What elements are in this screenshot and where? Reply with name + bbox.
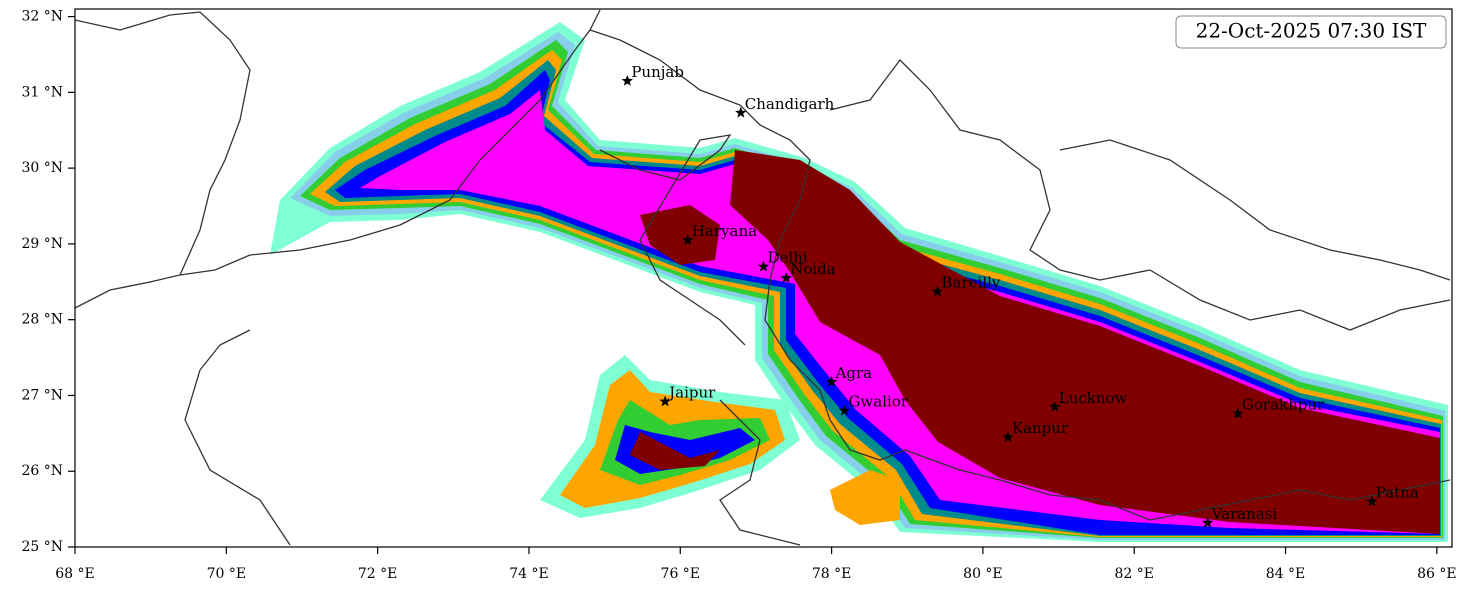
border: [904, 449, 1451, 521]
border: [599, 134, 746, 346]
rain-layer: [830, 470, 900, 525]
y-tick-label: 27 °N: [21, 387, 63, 403]
precipitation-field: [270, 22, 1448, 542]
border: [719, 399, 801, 546]
city-marker: [780, 272, 792, 283]
map-title: 22-Oct-2025 07:30 IST: [1196, 19, 1427, 43]
border: [179, 9, 601, 276]
y-tick-label: 26 °N: [21, 463, 63, 479]
rain-layer: [730, 150, 1440, 534]
y-tick-label: 28 °N: [21, 312, 63, 328]
city-marker: [757, 260, 770, 272]
city-marker: [621, 75, 633, 86]
city-label: Delhi: [768, 249, 808, 267]
city-marker: [735, 106, 747, 118]
y-tick-label: 32 °N: [21, 9, 63, 25]
border: [829, 59, 1451, 331]
city-label: Lucknow: [1059, 389, 1128, 407]
border: [1059, 139, 1451, 281]
city-label: Gwalior: [848, 393, 908, 411]
city-label: Punjab: [631, 63, 684, 81]
city-marker: [1366, 495, 1378, 507]
y-tick-label: 31 °N: [21, 84, 63, 100]
border: [75, 11, 251, 309]
x-tick-label: 68 °E: [55, 566, 94, 582]
x-tick-label: 86 °E: [1417, 566, 1456, 582]
x-tick-label: 82 °E: [1114, 566, 1153, 582]
city-label: Haryana: [692, 222, 757, 240]
city-label: Kanpur: [1012, 419, 1069, 437]
borders: [75, 9, 1451, 546]
city-marker: [1049, 400, 1061, 412]
x-tick-label: 78 °E: [812, 566, 851, 582]
y-tick-label: 25 °N: [21, 539, 63, 555]
city-marker: [825, 375, 838, 387]
city-marker: [659, 395, 671, 407]
city-marker: [1002, 431, 1014, 442]
x-tick-label: 74 °E: [509, 566, 548, 582]
city-label: Noida: [790, 260, 836, 278]
rain-layer: [640, 205, 720, 265]
y-tick-label: 30 °N: [21, 160, 63, 176]
y-tick-label: 29 °N: [21, 236, 63, 252]
city-label: Agra: [835, 364, 873, 382]
x-tick-label: 76 °E: [661, 566, 700, 582]
x-tick-label: 72 °E: [358, 566, 397, 582]
border: [184, 329, 291, 546]
city-label: Varanasi: [1211, 505, 1278, 523]
x-tick-label: 70 °E: [207, 566, 246, 582]
city-marker: [682, 234, 694, 245]
title-box: [1175, 15, 1447, 49]
x-tick-label: 84 °E: [1266, 566, 1305, 582]
rain-layer: [630, 432, 720, 470]
city-label: Bareilly: [942, 274, 1001, 292]
city-label: Chandigarh: [745, 95, 835, 113]
city-label: Jaipur: [667, 384, 716, 402]
city-marker: [1201, 516, 1214, 528]
border: [589, 29, 906, 461]
city-label: Patna: [1376, 484, 1419, 502]
city-marker: [1232, 407, 1244, 419]
x-tick-label: 80 °E: [963, 566, 1002, 582]
city-marker: [931, 285, 944, 297]
plot-frame: [74, 8, 1453, 548]
city-marker: [838, 404, 851, 416]
city-label: Gorakhpur: [1242, 396, 1325, 414]
